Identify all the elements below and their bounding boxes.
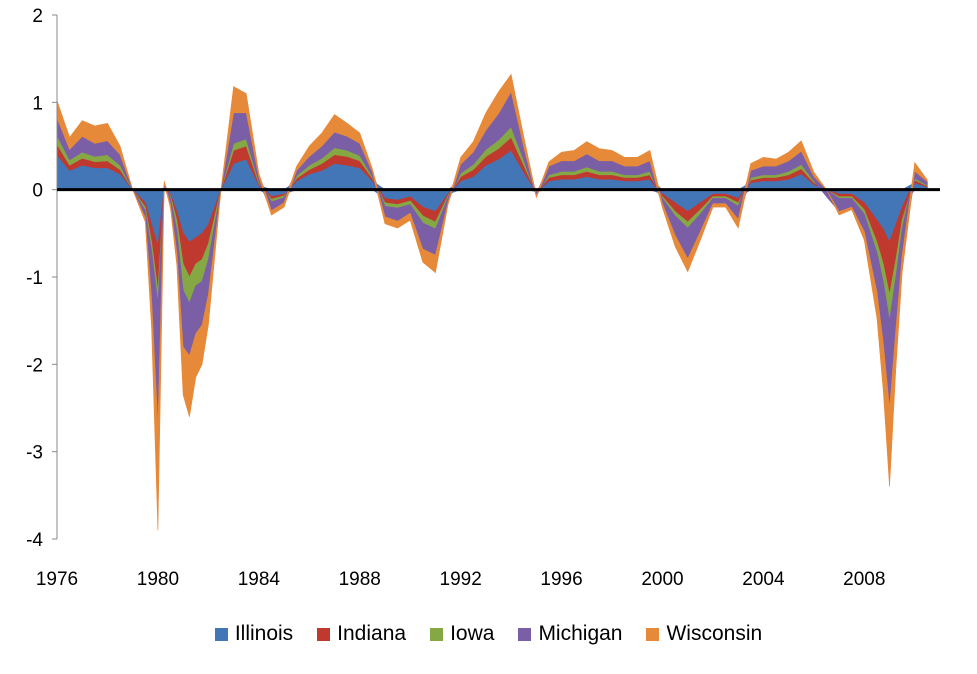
x-tick-label: 1980	[137, 569, 179, 590]
x-tick-label: 1992	[440, 569, 482, 590]
legend: Illinois Indiana Iowa Michigan Wisconsin	[0, 622, 977, 646]
legend-item-wisconsin: Wisconsin	[646, 622, 762, 646]
legend-label: Iowa	[450, 622, 495, 645]
legend-label: Wisconsin	[666, 622, 763, 645]
legend-item-michigan: Michigan	[518, 622, 622, 646]
axes	[52, 14, 940, 540]
legend-item-illinois: Illinois	[214, 622, 294, 646]
legend-swatch	[214, 627, 228, 641]
legend-swatch	[646, 627, 660, 641]
legend-swatch	[518, 627, 532, 641]
legend-swatch	[430, 627, 444, 641]
legend-item-indiana: Indiana	[317, 622, 406, 646]
x-tick-label: 2004	[742, 569, 785, 590]
x-tick-label: 1988	[339, 569, 381, 590]
series-area-wisconsin	[56, 73, 928, 531]
y-tick-label: -3	[26, 443, 43, 464]
y-tick-label: -1	[26, 268, 43, 289]
y-tick-label: -2	[26, 355, 43, 376]
x-tick-labels: 1976 1980 1984 1988 1992 1996 2000 2004 2008	[36, 569, 886, 590]
legend-swatch	[317, 627, 331, 641]
y-tick-label: 0	[32, 181, 43, 202]
y-tick-label: 1	[32, 93, 43, 114]
x-tick-label: 2000	[641, 569, 683, 590]
x-tick-label: 1996	[540, 569, 582, 590]
legend-label: Illinois	[234, 622, 294, 645]
y-tick-label: -4	[26, 530, 43, 551]
x-tick-label: 1976	[36, 569, 78, 590]
series-areas	[56, 73, 928, 531]
legend-label: Indiana	[337, 622, 407, 645]
y-tick-label: 2	[32, 6, 43, 27]
y-tick-labels: 2 1 0 -1 -2 -3 -4	[26, 6, 43, 551]
legend-item-iowa: Iowa	[430, 622, 494, 646]
x-tick-label: 2008	[843, 569, 885, 590]
x-tick-label: 1984	[238, 569, 281, 590]
legend-label: Michigan	[538, 622, 623, 645]
